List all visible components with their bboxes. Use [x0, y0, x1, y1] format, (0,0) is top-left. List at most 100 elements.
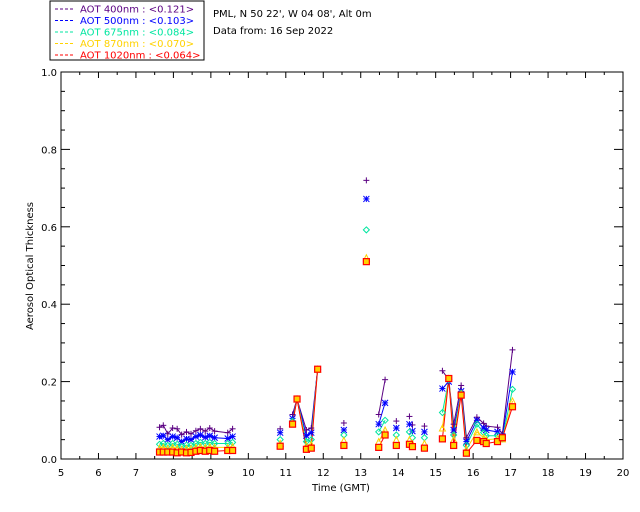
legend: AOT 400nm : <0.121>AOT 500nm : <0.103> AO… [55, 5, 200, 62]
y-tick-label: 1.0 [41, 68, 57, 79]
marker-star [439, 385, 446, 392]
marker-stroke [439, 385, 446, 392]
legend-entry: AOT 400nm : <0.121> [80, 5, 194, 16]
marker-square [288, 420, 297, 428]
marker-square [381, 431, 389, 439]
marker-square [445, 374, 453, 383]
date-info: Data from: 16 Sep 2022 [213, 26, 333, 37]
marker-diamond [302, 437, 311, 446]
marker-stroke [406, 420, 413, 428]
x-tick-label: 19 [579, 468, 592, 479]
marker-diamond [508, 385, 517, 394]
x-tick-label: 20 [617, 468, 630, 479]
marker-plus [421, 423, 428, 430]
marker-star [406, 420, 413, 428]
marker-stroke [159, 432, 167, 440]
marker-stroke [375, 420, 383, 428]
legend-entry: AOT 500nm : <0.103> [80, 16, 194, 27]
marker-plus [206, 425, 213, 432]
marker-star [169, 433, 177, 440]
marker-stroke [211, 434, 218, 442]
marker-square [392, 441, 400, 450]
x-tick-label: 13 [354, 468, 367, 479]
marker-plus [197, 425, 204, 432]
marker-stroke [307, 429, 315, 437]
axis-tick-labels: 5 6 7 8 9 10 11 12 13 14 15 16 17 18 19 20 0.0 0.2 0.4 0.6 0… [41, 68, 629, 479]
marker-square [211, 447, 219, 455]
axis-ticks [60, 71, 624, 460]
marker-triangle [392, 435, 401, 444]
y-tick-label: 0.2 [41, 378, 57, 389]
marker-plus [224, 429, 231, 436]
marker-plus [169, 425, 176, 432]
y-axis-label: Aerosol Optical Thickness [25, 202, 36, 330]
marker-square [314, 365, 322, 373]
y-tick-label: 0.6 [41, 223, 57, 234]
marker-diamond [210, 439, 219, 448]
marker-stroke [340, 426, 348, 434]
marker-plus [229, 425, 236, 432]
x-tick-label: 5 [58, 468, 64, 479]
marker-stroke [494, 428, 501, 436]
marker-star [392, 424, 400, 432]
marker-stroke [482, 426, 490, 434]
marker-square [375, 443, 383, 451]
marker-diamond [187, 441, 195, 450]
x-tick-label: 18 [542, 468, 555, 479]
marker-plus [406, 413, 413, 420]
marker-square [228, 446, 237, 455]
marker-diamond [307, 435, 315, 444]
marker-star [473, 416, 481, 424]
marker-stroke [509, 368, 516, 376]
marker-square [307, 444, 315, 452]
marker-diamond [182, 441, 191, 449]
legend-entry: AOT 870nm : <0.070> [80, 39, 194, 50]
marker-square [462, 449, 470, 457]
marker-star [463, 438, 470, 445]
marker-square [362, 258, 370, 266]
marker-diamond [375, 428, 383, 436]
marker-plus [183, 428, 190, 435]
marker-square [482, 439, 490, 448]
marker-stroke [164, 436, 172, 444]
series-line [378, 379, 386, 415]
marker-diamond [405, 428, 414, 436]
x-tick-label: 15 [429, 468, 442, 479]
x-tick-label: 12 [317, 468, 330, 479]
marker-diamond [392, 431, 401, 439]
marker-plus [509, 346, 516, 353]
series-markers [155, 177, 517, 457]
marker-diamond [206, 438, 214, 447]
marker-diamond [173, 440, 181, 449]
marker-diamond [473, 420, 481, 428]
marker-diamond [228, 438, 237, 447]
marker-stroke [303, 432, 310, 440]
marker-star [494, 428, 501, 436]
marker-star [362, 195, 370, 203]
marker-stroke [381, 399, 389, 407]
marker-stroke [392, 424, 400, 432]
x-tick-label: 17 [504, 468, 517, 479]
marker-square [498, 434, 506, 442]
marker-square [408, 443, 417, 451]
marker-plus [450, 421, 457, 428]
marker-stroke [421, 428, 428, 436]
legend-entry: AOT 1020nm : <0.064> [80, 51, 200, 62]
marker-square [473, 436, 481, 445]
marker-diamond [362, 226, 371, 234]
marker-square [276, 442, 284, 450]
marker-plus [192, 427, 199, 434]
marker-diamond [462, 441, 471, 450]
marker-star [509, 368, 516, 376]
marker-plus [363, 177, 370, 184]
marker-stroke [229, 433, 236, 440]
marker-plus [202, 428, 209, 435]
marker-square [420, 444, 429, 452]
marker-plus [439, 367, 446, 374]
x-tick-label: 8 [170, 468, 176, 479]
marker-star [201, 433, 209, 441]
series-line [378, 402, 386, 425]
marker-plus [458, 382, 465, 389]
marker-star [211, 434, 218, 442]
